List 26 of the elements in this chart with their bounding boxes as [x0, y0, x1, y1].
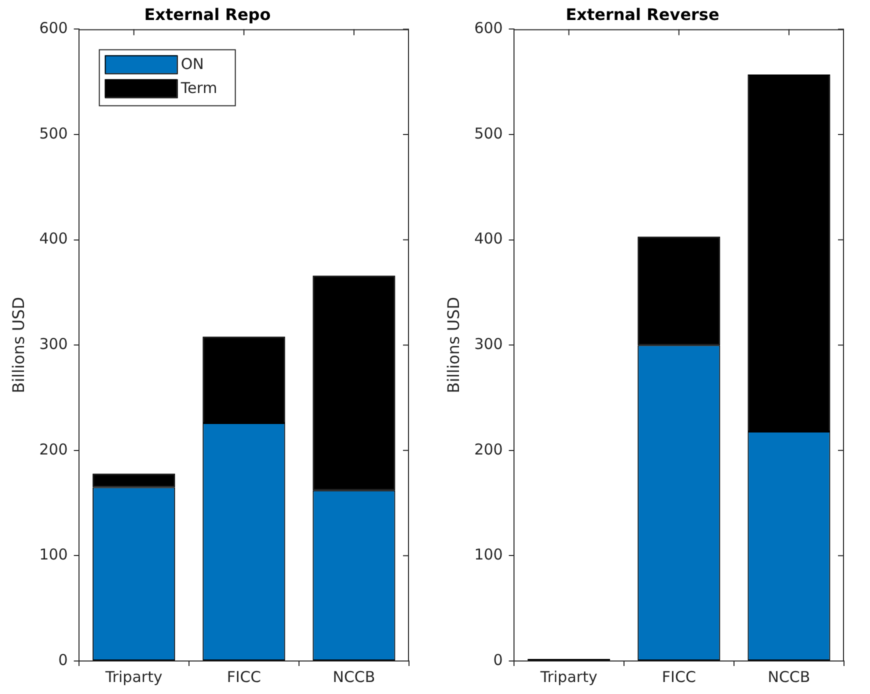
- y-axis-title: Billions USD: [8, 296, 28, 394]
- y-tick-label: 500: [474, 124, 503, 142]
- y-tick-label: 400: [39, 230, 68, 248]
- y-tick-label: 200: [474, 440, 503, 458]
- x-tick-label: NCCB: [768, 668, 810, 686]
- y-tick-label: 600: [39, 19, 68, 38]
- y-axis-title: Billions USD: [444, 296, 463, 394]
- chart-title: External Reverse: [566, 4, 720, 24]
- legend-label: ON: [180, 55, 204, 74]
- y-tick-label: 100: [39, 546, 68, 564]
- y-tick-label: 300: [474, 334, 503, 353]
- y-tick-label: 100: [474, 546, 503, 564]
- x-tick-label: NCCB: [332, 668, 376, 686]
- x-tick-label: FICC: [226, 668, 261, 686]
- x-tick-label: FICC: [662, 668, 696, 686]
- x-tick-label: Triparty: [539, 668, 598, 686]
- chart-title: External Repo: [144, 4, 271, 24]
- x-tick-label: Triparty: [104, 668, 162, 686]
- y-tick-label: 500: [39, 124, 68, 142]
- legend-label: Term: [180, 79, 218, 98]
- y-tick-label: 200: [39, 440, 68, 458]
- y-tick-label: 0: [493, 650, 503, 669]
- y-tick-label: 300: [39, 334, 68, 353]
- y-tick-label: 600: [474, 19, 503, 38]
- y-tick-label: 400: [474, 230, 503, 248]
- y-tick-label: 0: [58, 650, 68, 669]
